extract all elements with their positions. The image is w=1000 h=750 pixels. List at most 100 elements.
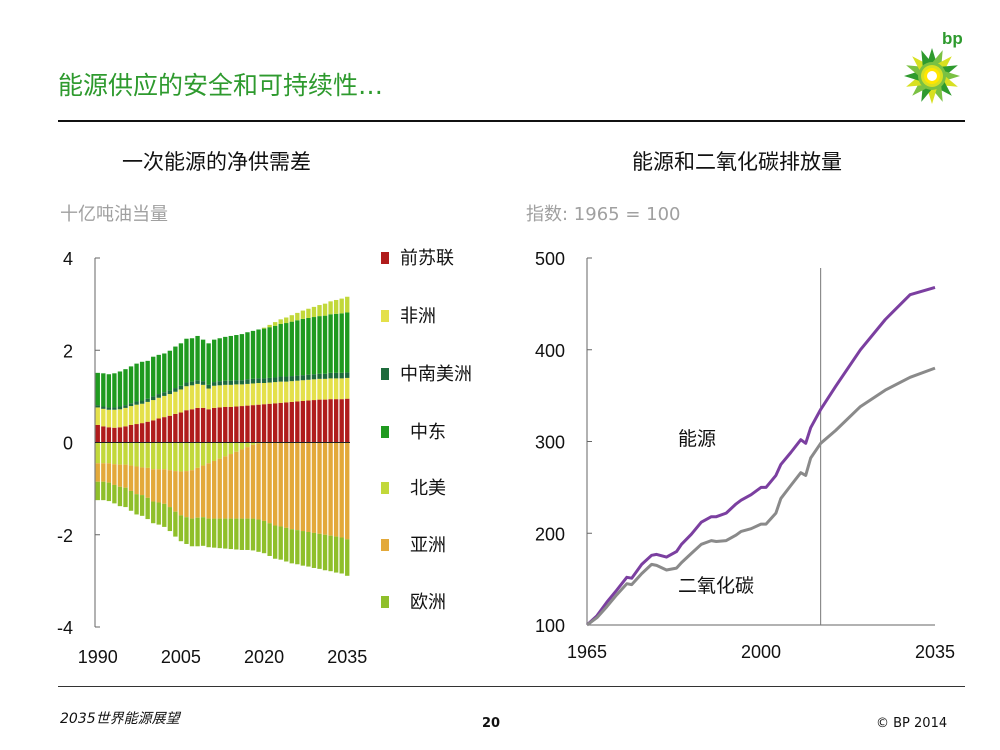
bar-segment [212,385,217,408]
bar-segment [206,518,211,548]
bar-segment [200,517,206,546]
bar-segment [345,442,350,540]
bar-segment [128,490,134,511]
bar-segment [156,418,161,443]
bar-segment [239,449,245,519]
bar-segment [239,384,245,407]
bar-segment [261,442,267,521]
right-x-tick-label: 2035 [915,642,955,662]
bar-segment [212,407,217,443]
right-y-tick-label: 200 [535,524,565,544]
left-chart-title: 一次能源的净供需差 [122,150,311,174]
bar-segment [217,385,222,408]
bar-segment [223,406,228,443]
bar-segment [117,406,123,410]
bar-segment [184,338,189,383]
bar-segment [139,495,145,516]
bar-segment [123,487,128,508]
bar-segment [300,310,306,319]
bar-segment [195,383,200,408]
bar-segment [206,384,211,389]
bar-segment [267,382,272,404]
bar-segment [189,409,195,443]
bar-segment [300,380,306,401]
bar-segment [162,395,167,418]
bar-segment [278,319,283,324]
bar-segment [167,350,173,391]
bar-segment [95,442,100,464]
bar-segment [217,407,222,443]
bar-segment [173,388,178,392]
bar-segment [300,442,306,532]
bar-segment [333,372,339,379]
bar-segment [328,399,333,443]
co2-series-label: 二氧化碳 [678,575,754,597]
bar-segment [134,466,139,495]
bar-segment [250,442,256,445]
bar-segment [267,403,272,443]
bar-segment [345,312,350,373]
bar-segment [151,396,156,401]
bar-segment [256,378,261,383]
bar-segment [167,394,173,416]
bar-segment [123,405,128,408]
bar-segment [189,338,195,382]
bar-segment [250,444,256,519]
bar-segment [256,404,261,443]
bar-segment [284,317,289,324]
series-line [585,285,936,627]
bar-segment [278,526,283,560]
bar-segment [322,534,328,571]
bar-segment [151,356,156,397]
bar-segment [195,335,200,381]
bar-segment [167,415,173,443]
bar-segment [128,366,134,404]
bar-segment [267,327,272,378]
series-line [586,366,936,627]
bar-segment [200,339,206,382]
bar-segment [306,531,311,567]
bar-segment [151,400,156,421]
bar-segment [284,323,289,377]
bar-segment [156,397,161,419]
bar-segment [95,424,100,443]
bar-segment [289,529,294,564]
left-y-tick-label: 2 [63,341,73,361]
bar-segment [184,517,189,544]
bar-segment [184,442,189,472]
bar-segment [95,407,100,425]
bar-segment [156,394,161,398]
bar-segment [306,308,311,318]
bar-segment [206,463,211,519]
bar-segment [162,503,167,527]
bar-segment [256,443,261,520]
bp-helios-logo: bp [904,29,963,104]
right-chart-title: 能源和二氧化碳排放量 [632,150,842,174]
bar-segment [345,398,350,443]
bar-segment [178,515,184,542]
bar-segment [117,427,123,443]
bar-segment [295,442,300,531]
bar-segment [289,442,294,530]
left-y-tick-label: 0 [63,434,73,454]
bar-segment [284,402,289,443]
bar-segment [311,442,317,533]
bar-segment [250,330,256,379]
bar-segment [267,324,272,328]
bar-segment [106,427,112,443]
bar-segment [117,409,123,428]
bar-segment [162,353,167,393]
bar-segment [151,420,156,443]
right-x-tick-label: 2000 [741,642,781,662]
bar-segment [112,407,117,410]
bar-segment [178,412,184,443]
bar-segment [178,343,184,386]
left-x-tick-label: 2005 [161,647,201,667]
bar-segment [339,378,344,400]
bar-segment [106,407,112,410]
bar-segment [295,401,300,443]
bar-segment [234,451,239,519]
bar-segment [128,403,134,407]
bar-segment [145,497,150,520]
bar-segment [228,442,233,455]
